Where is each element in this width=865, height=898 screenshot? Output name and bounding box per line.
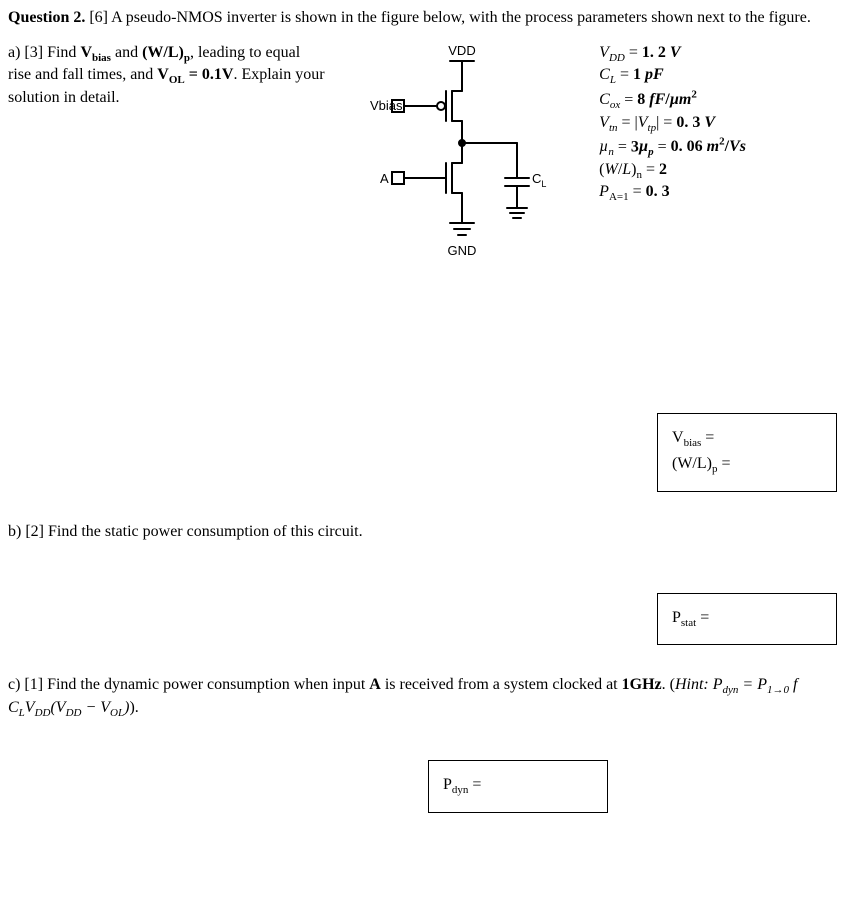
answer-box-b: Pstat = <box>657 593 837 645</box>
param-mu: µn = 3µp = 0. 06 m2/Vs <box>599 135 857 160</box>
vol-val: = 0.1V <box>185 66 234 83</box>
question-points: [6] <box>89 9 108 26</box>
vol-sym: VOL <box>157 66 184 83</box>
question-number: Question 2. <box>8 9 85 26</box>
a-label: A <box>380 171 389 186</box>
part-c-mid: is received from a system clocked at <box>381 676 622 693</box>
answer-c-pdyn: Pdyn = <box>443 775 593 797</box>
spacer-a <box>8 293 857 413</box>
answer-a-vbias: Vbias = <box>672 428 822 450</box>
hint-label: Hint: <box>675 676 709 693</box>
circuit-svg: VDD Vbias <box>352 43 572 293</box>
param-vt: Vtn = |Vtp| = 0. 3 V <box>599 113 857 135</box>
page: Question 2. [6] A pseudo-NMOS inverter i… <box>0 0 865 898</box>
part-c-tail: . ( <box>662 676 675 693</box>
vdd-label: VDD <box>449 43 476 58</box>
part-b-text: b) [2] Find the static power consumption… <box>8 523 363 540</box>
gnd-label: GND <box>448 243 477 258</box>
part-c-end: ). <box>129 699 138 716</box>
cl-label: CL <box>532 171 546 189</box>
answer-c-box: Pdyn = <box>428 760 608 812</box>
param-cl: CL = 1 pF <box>599 65 857 87</box>
param-pa: PA=1 = 0. 3 <box>599 182 857 204</box>
param-wln: (W/L)n = 2 <box>599 160 857 182</box>
part-c-freq: 1GHz <box>622 676 662 693</box>
part-c-lead: c) [1] Find the dynamic power consumptio… <box>8 676 369 693</box>
part-a-text: a) [3] Find Vbias and (W/L)p, leading to… <box>8 43 333 109</box>
question-header: Question 2. [6] A pseudo-NMOS inverter i… <box>8 8 857 29</box>
wlp-sym: (W/L)p <box>142 44 190 61</box>
part-b: b) [2] Find the static power consumption… <box>8 522 857 543</box>
part-a-mid1: and <box>111 44 142 61</box>
spacer-c <box>8 720 857 760</box>
param-vdd: VDD = 1. 2 V <box>599 43 857 65</box>
answer-b-box: Pstat = <box>657 593 837 645</box>
vbias-label: Vbias <box>370 98 403 113</box>
param-cox: Cox = 8 fF/µm2 <box>599 88 857 113</box>
answer-a-box: Vbias = (W/L)p = <box>657 413 837 492</box>
part-a-label: a) [3] Find <box>8 44 80 61</box>
part-c-bold: A <box>369 676 381 693</box>
circuit-figure: VDD Vbias <box>333 43 591 293</box>
answer-b-pstat: Pstat = <box>672 608 822 630</box>
answer-box-c: Pdyn = <box>428 760 857 812</box>
vbias-sym: Vbias <box>80 44 111 61</box>
part-c: c) [1] Find the dynamic power consumptio… <box>8 675 857 720</box>
part-a-row: a) [3] Find Vbias and (W/L)p, leading to… <box>8 43 857 293</box>
spacer-b <box>8 543 857 593</box>
parameters: VDD = 1. 2 V CL = 1 pF Cox = 8 fF/µm2 Vt… <box>591 43 857 205</box>
question-stem: A pseudo-NMOS inverter is shown in the f… <box>108 9 811 26</box>
answer-box-a: Vbias = (W/L)p = <box>657 413 837 492</box>
answer-a-wlp: (W/L)p = <box>672 454 822 476</box>
